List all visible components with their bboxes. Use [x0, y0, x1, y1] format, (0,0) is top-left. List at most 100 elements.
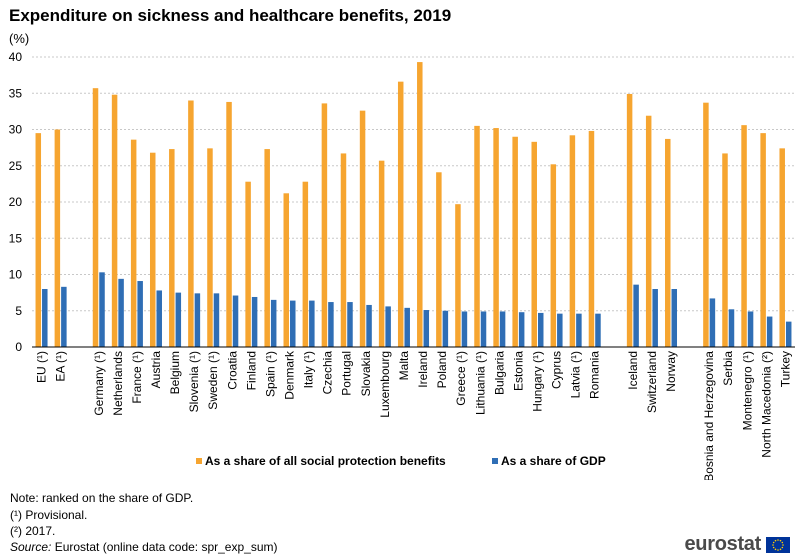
- x-tick-label: Portugal: [340, 351, 354, 396]
- source-text: Eurostat (online data code: spr_exp_sum): [51, 540, 278, 554]
- bar-share-gdp: [309, 300, 315, 347]
- bar-share-gdp: [404, 307, 410, 347]
- bar-share-social: [302, 181, 309, 347]
- bar-share-gdp: [175, 292, 182, 347]
- x-tick-label: Austria: [149, 351, 163, 389]
- bar-share-social: [226, 101, 232, 347]
- bar-share-social: [340, 153, 347, 347]
- x-tick-label: EA (¹): [54, 351, 68, 382]
- note-provisional: (¹) Provisional.: [10, 508, 88, 522]
- bar-share-gdp: [99, 272, 105, 347]
- bar-share-gdp: [137, 281, 143, 347]
- legend-swatch-share-gdp: [492, 458, 498, 464]
- x-tick-label: Norway: [664, 351, 678, 392]
- bar-chart: 0 5 10 15 20 25 30 35 40 EU (¹) EA (¹) Germany (¹)…: [9, 50, 795, 480]
- legend: As a share of all social protection bene…: [196, 454, 606, 468]
- bar-share-gdp: [232, 295, 239, 347]
- x-tick-label: Bulgaria: [492, 351, 506, 395]
- bar-share-social: [207, 148, 213, 347]
- bar-share-gdp: [747, 311, 754, 347]
- x-tick-label: Finland: [244, 351, 258, 390]
- x-tick-label: Estonia: [511, 351, 525, 391]
- bar-share-gdp: [652, 289, 658, 347]
- bar-share-gdp: [290, 300, 296, 347]
- x-tick-label: Latvia (¹): [569, 351, 583, 398]
- bar-share-gdp: [537, 312, 544, 347]
- flag-star: [777, 548, 779, 551]
- bar-share-social: [703, 102, 709, 347]
- x-tick-label: North Macedonia (²): [759, 351, 773, 458]
- x-tick-label: Ireland: [416, 351, 430, 388]
- bar-share-social: [378, 160, 385, 347]
- y-tick-label: 30: [9, 123, 23, 137]
- flag-star: [772, 543, 774, 546]
- flag-star: [772, 541, 775, 543]
- bar-share-gdp: [423, 310, 430, 347]
- bar-share-gdp: [61, 286, 67, 347]
- bar-share-gdp: [251, 296, 258, 347]
- x-tick-label: Switzerland: [645, 351, 659, 413]
- x-tick-label: Romania: [588, 351, 602, 399]
- y-tick-label: 15: [9, 231, 23, 245]
- bar-share-gdp: [156, 290, 162, 347]
- x-tick-label: Greece (¹): [454, 351, 468, 406]
- x-tick-label: Hungary (¹): [530, 351, 544, 412]
- y-tick-label: 10: [9, 268, 23, 282]
- y-tick-label: 5: [15, 304, 22, 318]
- bar-share-social: [359, 110, 366, 348]
- eurostat-logo-text: eurostat: [684, 533, 761, 555]
- bar-share-gdp: [557, 313, 563, 347]
- flag-star: [774, 539, 777, 541]
- bar-share-social: [321, 103, 328, 348]
- note-2017: (²) 2017.: [10, 524, 56, 538]
- bar-share-social: [54, 129, 61, 347]
- bar-share-gdp: [194, 293, 201, 347]
- bar-share-social: [645, 115, 652, 347]
- bar-share-social: [741, 125, 747, 348]
- flag-star: [781, 546, 784, 548]
- x-tick-label: Lithuania (¹): [473, 351, 487, 415]
- x-tick-label: Serbia: [721, 351, 735, 386]
- gridlines: [32, 56, 795, 312]
- x-tick-label: EU (¹): [35, 351, 49, 383]
- bar-share-social: [283, 193, 290, 347]
- x-tick-label: Germany (¹): [92, 351, 106, 416]
- bar-share-social: [531, 141, 537, 347]
- y-axis-unit-label: (%): [9, 31, 30, 46]
- bar-share-social: [569, 135, 576, 347]
- bar-share-social: [665, 138, 671, 347]
- x-tick-label: Croatia: [225, 351, 239, 390]
- bar-share-gdp: [499, 311, 506, 347]
- bar-share-social: [722, 153, 728, 347]
- x-tick-label: Cyprus: [550, 351, 564, 389]
- x-tick-label: Slovenia (¹): [187, 351, 201, 412]
- x-tick-label: Sweden (¹): [206, 351, 220, 410]
- bar-share-gdp: [42, 289, 48, 347]
- bar-share-gdp: [785, 321, 792, 347]
- x-tick-label: Denmark: [283, 350, 297, 400]
- x-tick-label: Spain (¹): [263, 351, 277, 397]
- x-tick-label: Belgium: [168, 351, 182, 394]
- bar-share-social: [130, 139, 137, 347]
- x-tick-label: France (¹): [130, 351, 144, 404]
- y-tick-label: 35: [9, 86, 23, 100]
- legend-label-share-gdp: As a share of GDP: [501, 454, 606, 468]
- bar-share-social: [169, 149, 175, 347]
- bar-share-gdp: [347, 302, 353, 347]
- bar-share-social: [436, 172, 442, 347]
- bar-share-gdp: [213, 293, 220, 347]
- bar-share-gdp: [671, 289, 678, 347]
- x-tick-label: Montenegro (¹): [740, 351, 754, 430]
- bar-share-gdp: [270, 299, 277, 347]
- y-axis-ticks: 0 5 10 15 20 25 30 35 40: [9, 50, 23, 354]
- x-tick-label: Poland: [435, 351, 449, 388]
- bar-share-social: [474, 125, 480, 347]
- bar-share-social: [149, 152, 156, 347]
- eu-flag-icon: [766, 536, 790, 553]
- bar-share-social: [188, 100, 194, 347]
- legend-swatch-share-social: [196, 458, 202, 464]
- bar-share-social: [512, 136, 518, 347]
- eurostat-logo: eurostat: [684, 533, 790, 556]
- bar-share-social: [35, 133, 42, 347]
- x-tick-label: Iceland: [626, 351, 640, 390]
